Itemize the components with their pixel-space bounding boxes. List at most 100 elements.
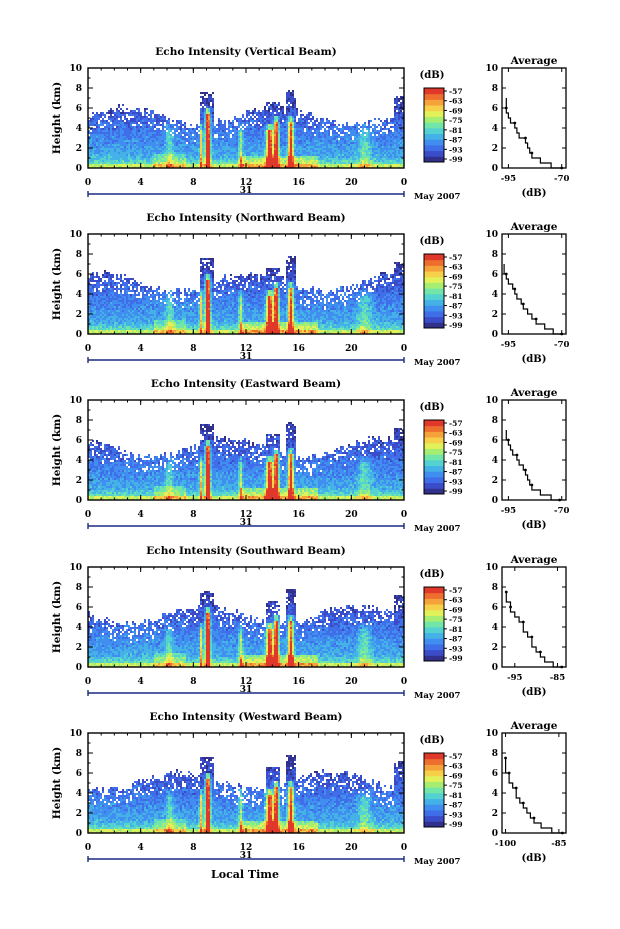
heat-cell — [334, 150, 336, 152]
heat-cell — [124, 316, 126, 318]
heat-cell — [344, 126, 346, 128]
heat-cell — [184, 154, 186, 156]
heat-cell — [94, 284, 96, 286]
heat-cell — [104, 324, 106, 326]
heat-cell — [246, 128, 248, 130]
heat-cell — [220, 134, 222, 136]
heat-cell — [90, 308, 92, 310]
heat-cell — [374, 146, 376, 148]
heat-cell — [252, 160, 254, 162]
heat-cell — [112, 154, 114, 156]
heat-cell — [336, 128, 338, 130]
heat-cell — [264, 132, 266, 134]
heat-cell — [258, 154, 260, 156]
heat-cell — [126, 290, 128, 292]
heat-cell — [134, 138, 136, 140]
heat-cell — [132, 296, 134, 298]
heat-cell — [284, 124, 286, 126]
heat-cell — [126, 142, 128, 144]
heat-cell — [274, 118, 276, 120]
heat-cell — [320, 122, 322, 124]
heat-cell — [126, 134, 128, 136]
heat-cell — [100, 316, 102, 318]
heat-cell — [318, 138, 320, 140]
heat-cell — [390, 130, 392, 132]
heat-cell — [340, 158, 342, 160]
heat-cell — [304, 122, 306, 124]
heat-cell — [250, 134, 252, 136]
heat-cell — [396, 146, 398, 148]
heat-cell — [274, 152, 276, 154]
heat-cell — [324, 148, 326, 150]
heat-cell — [102, 156, 104, 158]
heat-cell — [150, 116, 152, 118]
heat-cell — [94, 320, 96, 322]
heat-cell — [102, 284, 104, 286]
heat-cell — [156, 130, 158, 132]
heat-cell — [96, 330, 98, 332]
heat-cell — [268, 108, 270, 110]
heat-cell — [260, 140, 262, 142]
heat-cell — [114, 326, 116, 328]
heat-cell — [156, 134, 158, 136]
heat-cell — [338, 134, 340, 136]
heat-cell — [148, 114, 150, 116]
heat-cell — [332, 154, 334, 156]
heat-cell — [112, 324, 114, 326]
heat-cell — [276, 110, 278, 112]
heat-cell — [226, 152, 228, 154]
heat-cell — [270, 136, 272, 138]
heat-cell — [256, 152, 258, 154]
heat-cell — [360, 154, 362, 156]
heat-cell — [152, 132, 154, 134]
heat-cell — [306, 162, 308, 164]
heat-cell — [116, 138, 118, 140]
heat-cell — [344, 158, 346, 160]
heat-cell — [140, 140, 142, 142]
heat-cell — [286, 98, 288, 100]
heat-cell — [234, 150, 236, 152]
heat-cell — [210, 116, 212, 118]
heat-cell — [306, 122, 308, 124]
heat-cell — [220, 120, 222, 122]
heat-cell — [90, 288, 92, 290]
heat-cell — [110, 310, 112, 312]
heat-cell — [104, 148, 106, 150]
heat-cell — [126, 118, 128, 120]
heat-cell — [108, 304, 110, 306]
heat-cell — [228, 162, 230, 164]
colorbar-tick-label: -69 — [449, 106, 463, 115]
heat-cell — [266, 124, 268, 126]
colorbar-swatch — [424, 105, 444, 111]
heat-cell — [220, 142, 222, 144]
heat-cell — [208, 138, 210, 140]
heat-cell — [224, 148, 226, 150]
heat-cell — [92, 136, 94, 138]
heat-cell — [160, 152, 162, 154]
heat-cell — [134, 148, 136, 150]
heat-cell — [212, 146, 214, 148]
heat-cell — [400, 114, 402, 116]
heat-cell — [248, 114, 250, 116]
heat-cell — [140, 152, 142, 154]
heat-cell — [206, 112, 208, 114]
heat-cell — [118, 298, 120, 300]
heat-cell — [292, 142, 294, 144]
heat-cell — [376, 150, 378, 152]
heat-cell — [148, 148, 150, 150]
heat-cell — [276, 146, 278, 148]
heat-cell — [142, 150, 144, 152]
heat-cell — [122, 298, 124, 300]
heat-cell — [200, 102, 202, 104]
heat-cell — [118, 134, 120, 136]
heat-cell — [122, 122, 124, 124]
heat-cell — [328, 148, 330, 150]
heat-cell — [210, 120, 212, 122]
heat-cell — [290, 120, 292, 122]
heat-cell — [110, 130, 112, 132]
heat-cell — [140, 148, 142, 150]
heat-cell — [138, 132, 140, 134]
heat-cell — [158, 136, 160, 138]
heat-cell — [296, 158, 298, 160]
heat-cell — [132, 324, 134, 326]
